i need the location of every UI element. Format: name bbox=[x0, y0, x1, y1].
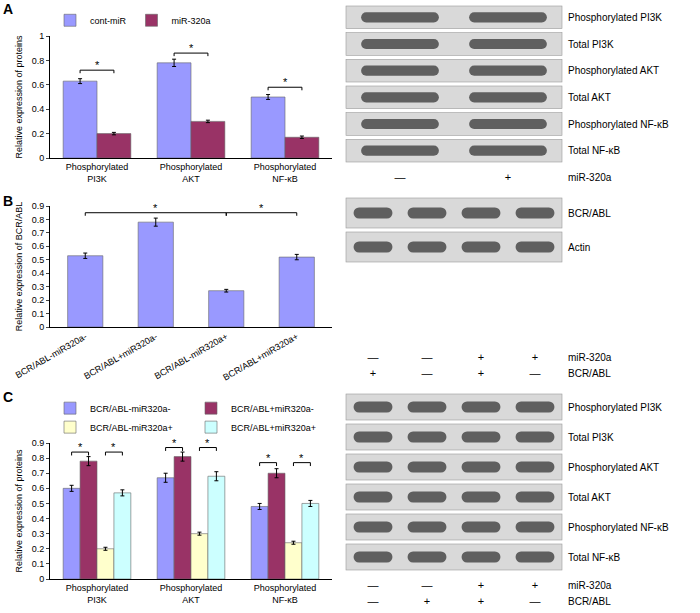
svg-text:—: — bbox=[422, 579, 433, 591]
html-text:A: A bbox=[3, 1, 14, 17]
svg-text:0.7: 0.7 bbox=[32, 468, 45, 478]
svg-text:0.9: 0.9 bbox=[32, 438, 45, 448]
svg-text:PhosphorylatedAKT: PhosphorylatedAKT bbox=[160, 583, 223, 605]
svg-text:0.8: 0.8 bbox=[32, 56, 45, 66]
svg-text:+: + bbox=[532, 351, 538, 363]
svg-text:Phosphorylated NF-κB: Phosphorylated NF-κB bbox=[568, 119, 669, 130]
svg-text:*: * bbox=[259, 202, 264, 214]
svg-text:Total PI3K: Total PI3K bbox=[568, 39, 614, 50]
svg-text:BCR/ABL-miR320a-: BCR/ABL-miR320a- bbox=[90, 404, 171, 414]
svg-text:PhosphorylatedPI3K: PhosphorylatedPI3K bbox=[66, 162, 129, 184]
svg-text:—: — bbox=[368, 579, 379, 591]
svg-text:*: * bbox=[266, 452, 271, 464]
svg-text:+: + bbox=[424, 595, 430, 607]
svg-text:miR-320a: miR-320a bbox=[172, 16, 211, 26]
svg-text:BCR/ABL-miR320a+: BCR/ABL-miR320a+ bbox=[153, 331, 230, 381]
svg-text:0.2: 0.2 bbox=[32, 544, 45, 554]
svg-text:*: * bbox=[299, 452, 304, 464]
svg-text:*: * bbox=[172, 437, 177, 449]
svg-text:0.4: 0.4 bbox=[32, 104, 45, 114]
svg-text:—: — bbox=[368, 595, 379, 607]
svg-text:Relative expression of BCR/ABL: Relative expression of BCR/ABL bbox=[14, 202, 24, 332]
svg-text:+: + bbox=[478, 595, 484, 607]
svg-text:Actin: Actin bbox=[568, 242, 590, 253]
svg-text:—: — bbox=[395, 171, 406, 183]
svg-text:+: + bbox=[478, 579, 484, 591]
svg-text:—: — bbox=[422, 367, 433, 379]
svg-text:BCR/ABL+miR320a-: BCR/ABL+miR320a- bbox=[231, 404, 314, 414]
svg-text:*: * bbox=[111, 441, 116, 453]
svg-text:—: — bbox=[530, 595, 541, 607]
svg-text:0.4: 0.4 bbox=[32, 514, 45, 524]
svg-text:Phosphorylated PI3K: Phosphorylated PI3K bbox=[568, 402, 662, 413]
svg-text:Total PI3K: Total PI3K bbox=[568, 432, 614, 443]
svg-text:0.3: 0.3 bbox=[32, 529, 45, 539]
svg-text:Total NF-κB: Total NF-κB bbox=[568, 552, 621, 563]
svg-text:0.4: 0.4 bbox=[32, 268, 45, 278]
svg-text:0.1: 0.1 bbox=[32, 559, 45, 569]
svg-text:0.5: 0.5 bbox=[32, 255, 45, 265]
svg-text:Phosphorylated PI3K: Phosphorylated PI3K bbox=[568, 12, 662, 23]
svg-text:—: — bbox=[368, 351, 379, 363]
svg-text:Relative expression of protein: Relative expression of proteins bbox=[14, 449, 24, 573]
svg-text:0.7: 0.7 bbox=[32, 228, 45, 238]
svg-text:PhosphorylatedPI3K: PhosphorylatedPI3K bbox=[66, 583, 129, 605]
svg-text:+: + bbox=[478, 351, 484, 363]
svg-text:—: — bbox=[530, 367, 541, 379]
svg-text:BCR/ABL+miR320a+: BCR/ABL+miR320a+ bbox=[231, 423, 316, 433]
svg-text:0: 0 bbox=[39, 574, 44, 584]
svg-text:BCR/ABL+miR320a-: BCR/ABL+miR320a- bbox=[82, 331, 159, 381]
html-text:C: C bbox=[3, 389, 14, 405]
svg-text:0: 0 bbox=[39, 322, 44, 332]
svg-text:*: * bbox=[189, 42, 194, 54]
svg-text:Total AKT: Total AKT bbox=[568, 92, 611, 103]
svg-text:BCR/ABL-miR320a-: BCR/ABL-miR320a- bbox=[14, 331, 89, 380]
svg-text:+: + bbox=[478, 367, 484, 379]
svg-text:0.8: 0.8 bbox=[32, 453, 45, 463]
svg-text:0.9: 0.9 bbox=[32, 201, 45, 211]
svg-text:+: + bbox=[532, 579, 538, 591]
svg-text:Total NF-κB: Total NF-κB bbox=[568, 145, 621, 156]
svg-text:0.6: 0.6 bbox=[32, 241, 45, 251]
svg-text:BCR/ABL: BCR/ABL bbox=[568, 596, 611, 607]
svg-text:*: * bbox=[95, 59, 100, 71]
svg-text:0.2: 0.2 bbox=[32, 295, 45, 305]
svg-text:Total AKT: Total AKT bbox=[568, 492, 611, 503]
svg-text:miR-320a: miR-320a bbox=[568, 172, 612, 183]
svg-text:+: + bbox=[370, 367, 376, 379]
svg-text:0.6: 0.6 bbox=[32, 80, 45, 90]
svg-text:cont-miR: cont-miR bbox=[90, 16, 127, 26]
svg-text:0.1: 0.1 bbox=[32, 309, 45, 319]
svg-text:PhosphorylatedNF-κB: PhosphorylatedNF-κB bbox=[254, 583, 317, 605]
svg-text:1: 1 bbox=[39, 31, 44, 41]
svg-text:BCR/ABL+miR320a+: BCR/ABL+miR320a+ bbox=[221, 331, 300, 382]
svg-text:—: — bbox=[422, 351, 433, 363]
svg-text:BCR/ABL-miR320a+: BCR/ABL-miR320a+ bbox=[90, 423, 173, 433]
svg-text:*: * bbox=[153, 202, 158, 214]
svg-text:0: 0 bbox=[39, 153, 44, 163]
html-text:B: B bbox=[3, 193, 14, 209]
svg-text:0.2: 0.2 bbox=[32, 129, 45, 139]
svg-text:0.6: 0.6 bbox=[32, 483, 45, 493]
svg-text:Phosphorylated AKT: Phosphorylated AKT bbox=[568, 462, 659, 473]
svg-text:0.8: 0.8 bbox=[32, 215, 45, 225]
svg-text:*: * bbox=[205, 437, 210, 449]
svg-text:0.3: 0.3 bbox=[32, 282, 45, 292]
svg-text:miR-320a: miR-320a bbox=[568, 580, 612, 591]
svg-text:+: + bbox=[505, 171, 511, 183]
svg-text:*: * bbox=[283, 76, 288, 88]
svg-text:*: * bbox=[78, 441, 83, 453]
svg-text:BCR/ABL: BCR/ABL bbox=[568, 208, 611, 219]
svg-text:PhosphorylatedNF-κB: PhosphorylatedNF-κB bbox=[254, 162, 317, 184]
svg-text:Relative expression of protein: Relative expression of proteins bbox=[14, 35, 24, 159]
svg-text:PhosphorylatedAKT: PhosphorylatedAKT bbox=[160, 162, 223, 184]
svg-text:miR-320a: miR-320a bbox=[568, 352, 612, 363]
svg-text:Phosphorylated AKT: Phosphorylated AKT bbox=[568, 65, 659, 76]
svg-text:BCR/ABL: BCR/ABL bbox=[568, 368, 611, 379]
svg-text:0.5: 0.5 bbox=[32, 499, 45, 509]
svg-text:Phosphorylated NF-κB: Phosphorylated NF-κB bbox=[568, 522, 669, 533]
